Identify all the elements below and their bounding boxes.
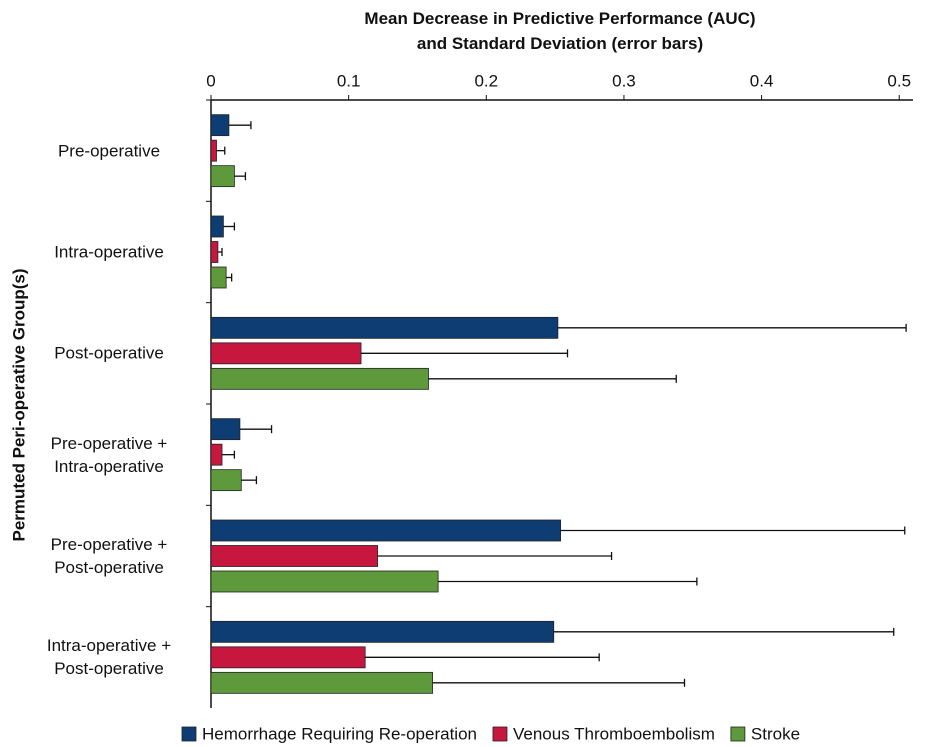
bar: [210, 139, 217, 162]
bar: [210, 469, 242, 492]
error-bar: [226, 273, 233, 282]
bar: [210, 620, 555, 643]
bar: [210, 418, 241, 441]
legend-label: Stroke: [751, 724, 800, 743]
bar: [210, 241, 219, 263]
legend-label: Hemorrhage Requiring Re-operation: [202, 724, 477, 743]
error-bar: [377, 552, 613, 560]
bar: [210, 316, 559, 339]
error-bar: [428, 374, 677, 383]
chart-title: Mean Decrease in Predictive Performance …: [364, 9, 756, 53]
bar: [210, 165, 235, 188]
error-bar: [222, 450, 236, 459]
x-tick-label: 0.5: [887, 71, 911, 90]
bar: [210, 545, 378, 567]
y-axis-label: Permuted Peri-operative Group(s): [9, 268, 28, 541]
x-tick-label: 0: [206, 71, 215, 90]
error-bar: [560, 526, 906, 535]
error-bar: [553, 627, 895, 636]
error-bar: [557, 323, 907, 332]
bar: [210, 671, 434, 694]
y-tick-label: Post-operative: [54, 343, 164, 363]
y-tick-label: Pre-operative: [57, 141, 161, 161]
error-bar: [228, 121, 252, 130]
error-bar: [241, 476, 258, 485]
x-tick-label: 0.4: [750, 71, 774, 90]
bar: [210, 342, 362, 365]
error-bar: [234, 172, 247, 181]
bar: [210, 519, 562, 542]
x-tick-label: 0.1: [337, 71, 361, 90]
error-bar: [239, 425, 273, 434]
error-bar: [365, 653, 600, 662]
bar: [210, 367, 429, 390]
error-bar: [432, 678, 686, 687]
error-bar: [223, 222, 236, 231]
error-bar: [216, 146, 226, 155]
error-bar: [438, 577, 698, 586]
y-tick-label: Intra-operative: [54, 242, 164, 262]
error-bar: [361, 349, 569, 358]
legend-swatch: [730, 726, 746, 742]
error-bar: [217, 248, 223, 256]
bar: [210, 114, 230, 137]
bar: [210, 646, 366, 669]
bar: [210, 443, 223, 466]
y-tick-label: Pre-operative + Intra-operative: [50, 433, 168, 476]
bar: [210, 570, 439, 593]
x-tick-label: 0.2: [474, 71, 498, 90]
x-tick-label: 0.3: [612, 71, 636, 90]
y-tick-label: Intra-operative + Post-operative: [46, 636, 172, 679]
bar: [210, 266, 227, 289]
legend-swatch: [492, 726, 508, 742]
legend-label: Venous Thromboembolism: [513, 724, 715, 743]
y-tick-label: Pre-operative + Post-operative: [50, 535, 168, 577]
legend-swatch: [181, 726, 197, 742]
bar: [210, 215, 224, 238]
